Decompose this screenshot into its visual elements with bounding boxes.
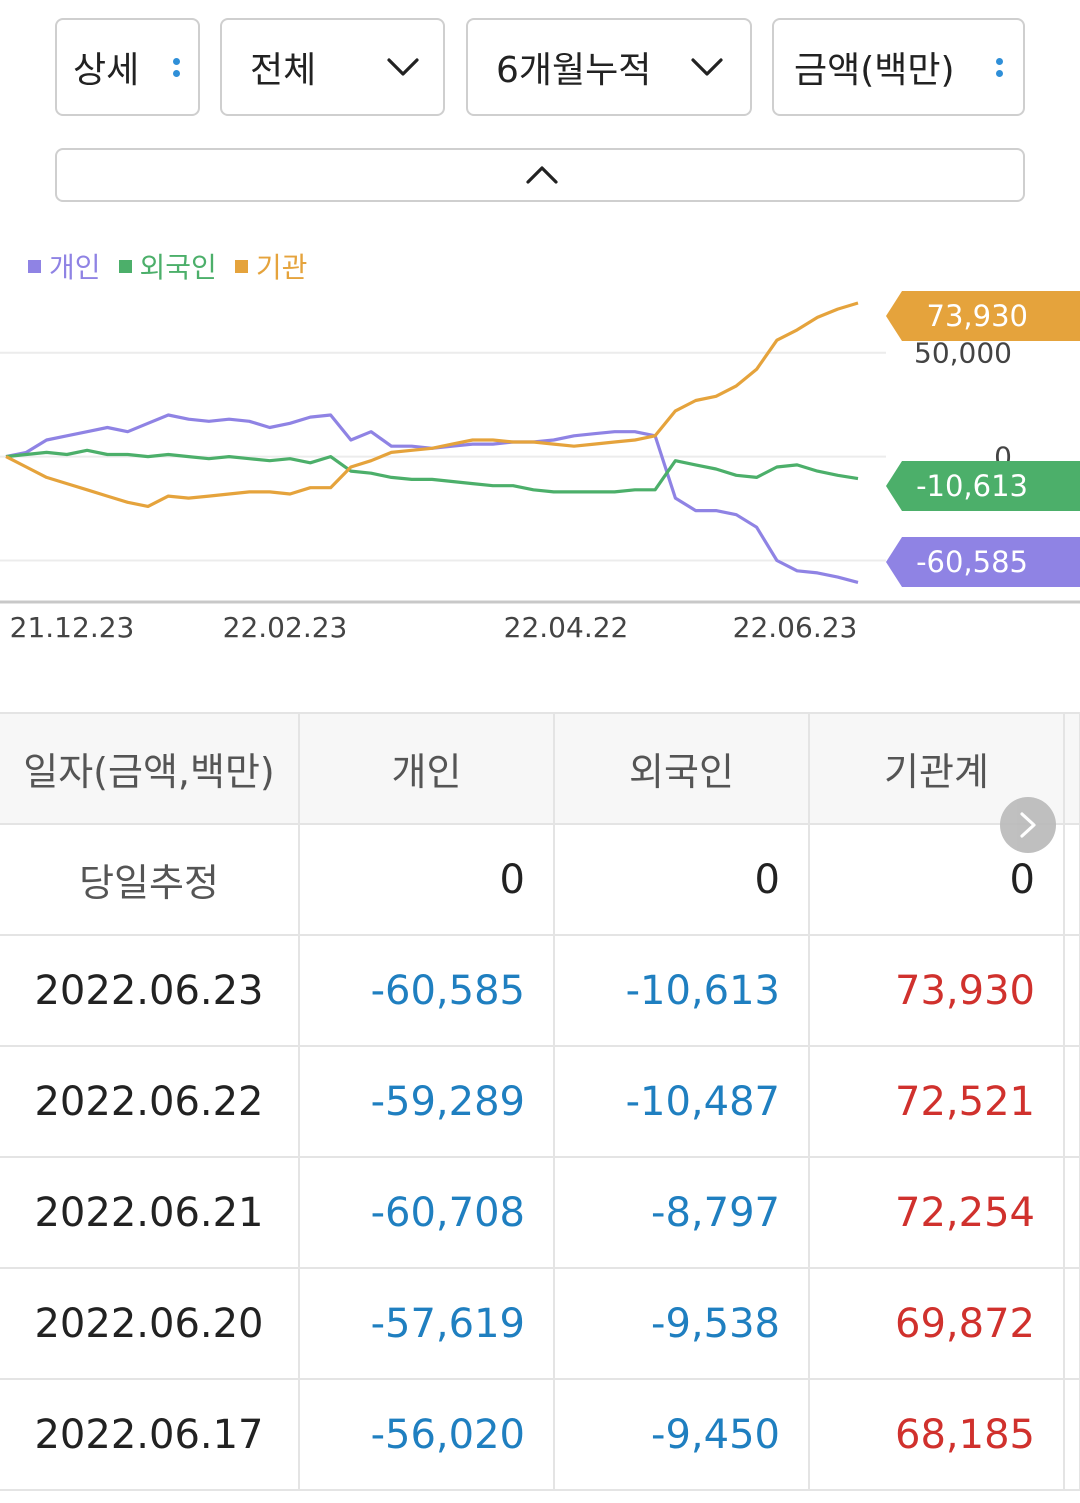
x-tick-label: 21.12.23 xyxy=(10,611,135,644)
row-date: 2022.06.23 xyxy=(0,935,300,1047)
x-tick-label: 22.04.22 xyxy=(504,611,629,644)
row-spacer xyxy=(1064,1046,1080,1158)
legend-label: 기관 xyxy=(255,251,308,284)
row-date: 2022.06.17 xyxy=(0,1379,300,1491)
collapse-button[interactable] xyxy=(55,148,1025,202)
unit-label: 금액(백만) xyxy=(794,50,955,91)
end-value-label: -60,585 xyxy=(916,545,1028,579)
table-row: 2022.06.20 -57,619 -9,538 69,872 xyxy=(0,1268,1080,1380)
chart-legend: 개인 외국인 기관 xyxy=(28,246,307,286)
estimate-label: 당일추정 xyxy=(0,824,300,936)
row-spacer xyxy=(1064,1157,1080,1269)
table-row: 2022.06.17 -56,020 -9,450 68,185 xyxy=(0,1379,1080,1491)
row-spacer xyxy=(1064,935,1080,1047)
legend-item-institution: 기관 xyxy=(234,246,308,286)
table-row-estimate: 당일추정 0 0 0 xyxy=(0,824,1080,936)
row-individual: -57,619 xyxy=(299,1268,555,1380)
period-label: 6개월누적 xyxy=(496,50,652,91)
legend-swatch xyxy=(28,259,41,273)
row-foreign: -8,797 xyxy=(554,1157,810,1269)
header-individual: 개인 xyxy=(299,712,555,825)
row-date: 2022.06.21 xyxy=(0,1157,300,1269)
vertical-dots-icon xyxy=(173,53,181,82)
end-value-tag xyxy=(886,461,1080,511)
row-individual: -56,020 xyxy=(299,1379,555,1491)
x-tick-label: 22.02.23 xyxy=(223,611,348,644)
row-individual: -59,289 xyxy=(299,1046,555,1158)
row-spacer xyxy=(1064,1268,1080,1380)
row-institution: 72,521 xyxy=(809,1046,1065,1158)
row-institution: 69,872 xyxy=(809,1268,1065,1380)
x-tick-label: 22.06.23 xyxy=(733,611,858,644)
chevron-down-icon xyxy=(691,58,723,76)
legend-swatch xyxy=(234,259,248,273)
row-date: 2022.06.20 xyxy=(0,1268,300,1380)
legend-label: 외국인 xyxy=(139,251,217,284)
detail-label: 상세 xyxy=(73,50,140,91)
row-foreign: -10,613 xyxy=(554,935,810,1047)
scroll-right-button[interactable] xyxy=(1000,797,1056,853)
legend-swatch xyxy=(118,259,132,273)
table-header-row: 일자(금액,백만) 개인 외국인 기관계 xyxy=(0,712,1080,825)
row-individual: -60,585 xyxy=(299,935,555,1047)
row-spacer xyxy=(1064,824,1080,936)
period-select[interactable]: 6개월누적 xyxy=(466,18,752,116)
end-value-tag xyxy=(886,291,1080,341)
series-line-individual xyxy=(5,413,859,584)
header-date: 일자(금액,백만) xyxy=(0,712,300,825)
table-row: 2022.06.22 -59,289 -10,487 72,521 xyxy=(0,1046,1080,1158)
row-institution: 68,185 xyxy=(809,1379,1065,1491)
table-row: 2022.06.23 -60,585 -10,613 73,930 xyxy=(0,935,1080,1047)
row-individual: -60,708 xyxy=(299,1157,555,1269)
detail-select[interactable]: 상세 xyxy=(55,18,200,116)
legend-label: 개인 xyxy=(49,251,101,284)
row-foreign: -9,538 xyxy=(554,1268,810,1380)
estimate-foreign: 0 xyxy=(554,824,810,936)
chevron-right-icon xyxy=(1020,812,1036,838)
estimate-individual: 0 xyxy=(299,824,555,936)
series-line-institution xyxy=(5,301,859,508)
row-spacer xyxy=(1064,1379,1080,1491)
row-date: 2022.06.22 xyxy=(0,1046,300,1158)
chevron-down-icon xyxy=(387,58,419,76)
row-foreign: -10,487 xyxy=(554,1046,810,1158)
legend-item-foreign: 외국인 xyxy=(118,246,217,286)
row-institution: 72,254 xyxy=(809,1157,1065,1269)
legend-item-individual: 개인 xyxy=(28,246,101,286)
investor-table: 일자(금액,백만) 개인 외국인 기관계 당일추정 0 0 0 2022.06.… xyxy=(0,712,1080,1491)
table-row: 2022.06.21 -60,708 -8,797 72,254 xyxy=(0,1157,1080,1269)
series-line-foreign xyxy=(5,448,859,494)
header-spacer xyxy=(1064,712,1080,825)
vertical-dots-icon xyxy=(996,53,1004,82)
scope-label: 전체 xyxy=(250,50,317,91)
y-tick-label: 50,000 xyxy=(914,337,1012,370)
scope-select[interactable]: 전체 xyxy=(220,18,445,116)
header-foreign: 외국인 xyxy=(554,712,810,825)
chevron-up-icon xyxy=(526,166,558,184)
end-value-tag xyxy=(886,537,1080,587)
unit-select[interactable]: 금액(백만) xyxy=(772,18,1025,116)
row-institution: 73,930 xyxy=(809,935,1065,1047)
row-foreign: -9,450 xyxy=(554,1379,810,1491)
end-value-label: -10,613 xyxy=(916,469,1028,503)
end-value-label: 73,930 xyxy=(927,299,1028,333)
